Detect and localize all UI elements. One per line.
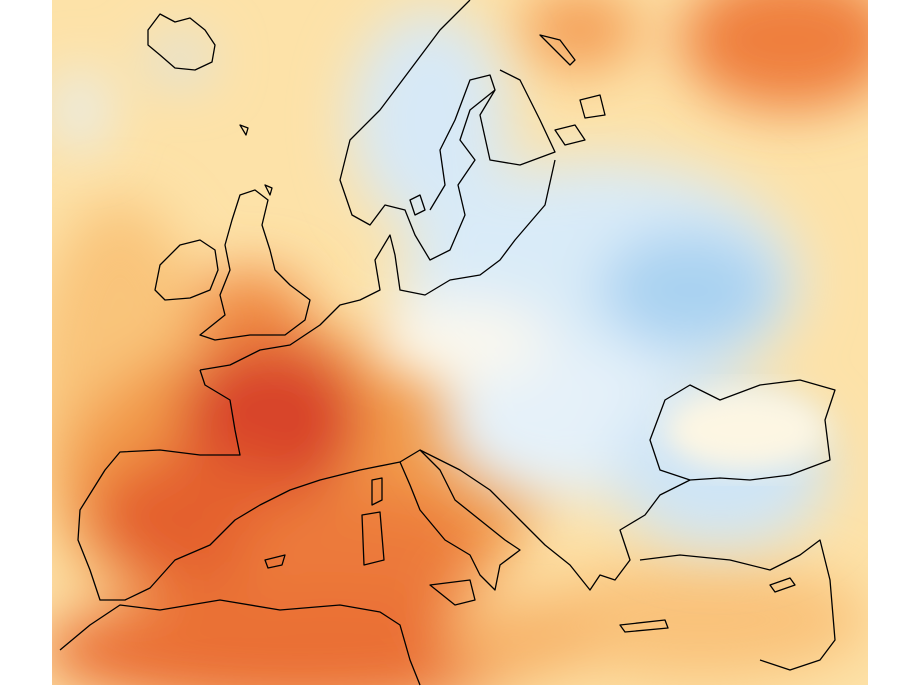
sicily [429,579,476,606]
north-islands [239,34,576,196]
balkans [419,449,691,591]
sea-areas [665,390,825,470]
turkey-south [639,539,836,671]
italy [399,449,521,591]
black-sea [649,379,836,481]
mainland-north-coast [199,159,556,371]
finland [479,69,556,166]
great-britain [199,189,311,341]
crete-cyprus [619,577,796,633]
warm-areas [52,0,868,685]
baltic-islands [409,94,606,216]
anomaly-field [52,0,868,685]
france-iberia [77,369,401,601]
balearics [264,554,286,569]
scandinavia [339,0,496,261]
africa-north [59,599,421,686]
iceland [147,13,216,71]
coastlines [59,0,836,686]
corsica-sardinia [361,477,385,566]
ireland [154,239,219,301]
